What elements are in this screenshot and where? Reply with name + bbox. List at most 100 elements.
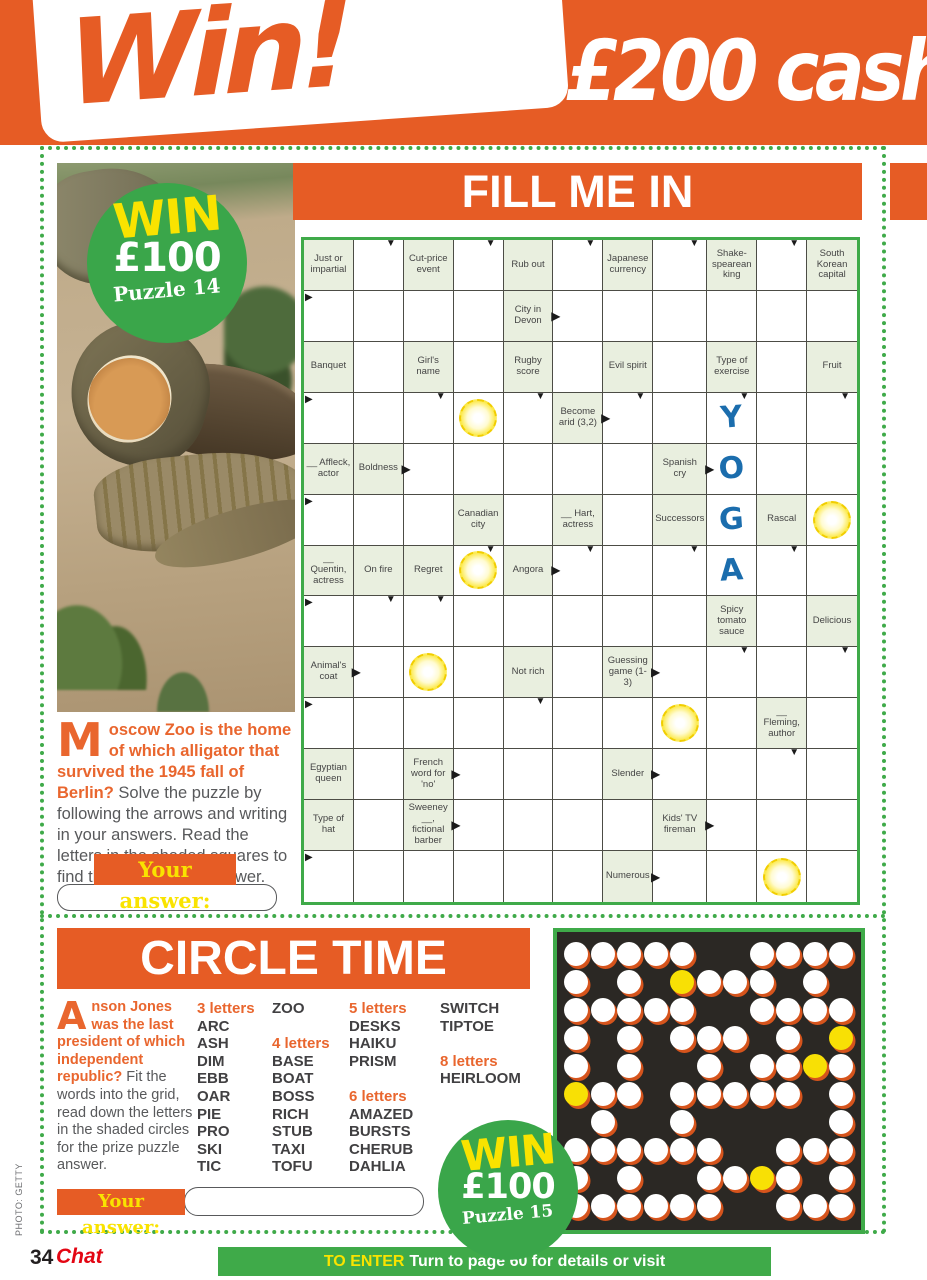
answer-cell[interactable] [503,596,554,648]
answer-cell[interactable] [553,800,604,852]
answer-cell[interactable] [503,494,554,546]
answer-cell[interactable] [757,341,808,393]
answer-cell[interactable] [603,494,654,546]
answer-cell[interactable] [707,749,758,801]
answer-cell[interactable] [653,341,708,393]
answer-cell[interactable] [807,800,857,852]
answer-cell[interactable]: ▼ [503,697,554,750]
answer-cell[interactable] [353,341,404,393]
shaded-sun-cell[interactable] [653,698,708,750]
answer-cell[interactable] [653,647,708,699]
answer-cell[interactable] [453,800,504,852]
answer-cell[interactable] [453,647,504,699]
answer-cell[interactable] [354,851,404,902]
answer-cell[interactable] [757,596,808,648]
answer-cell[interactable] [504,851,554,902]
answer-cell[interactable] [553,851,604,902]
answer-cell[interactable] [603,290,654,342]
answer-cell[interactable]: ▼ [553,544,604,597]
answer-cell[interactable] [353,800,404,852]
answer-cell[interactable]: ▼ [503,391,554,444]
answer-cell[interactable] [403,290,454,342]
answer-cell[interactable]: ▼ [757,239,808,291]
answer-cell[interactable] [653,749,708,801]
answer-cell[interactable]: ▼ [353,595,404,648]
answer-cell[interactable]: ▼ [653,544,708,597]
answer-cell[interactable] [553,341,604,393]
shaded-sun-cell[interactable] [453,392,504,444]
answer-cell[interactable]: ▶ [304,698,354,750]
answer-cell[interactable] [404,851,454,902]
handwritten-letter-cell[interactable]: A [707,545,758,597]
shaded-sun-cell[interactable] [807,495,857,546]
handwritten-letter-cell[interactable]: G [707,494,758,546]
answer-cell[interactable]: ▼ [453,239,504,291]
answer-cell[interactable] [503,443,554,495]
answer-cell[interactable]: ▼ [807,391,857,444]
answer-cell[interactable] [757,392,808,444]
answer-cell[interactable]: ▶ [304,596,354,648]
answer-cell[interactable] [603,698,654,750]
answer-cell[interactable] [807,698,857,750]
answer-cell[interactable] [353,749,404,801]
answer-cell[interactable] [553,698,604,750]
answer-cell[interactable] [603,800,654,852]
answer-cell[interactable] [807,749,857,801]
answer-cell[interactable] [757,290,808,342]
answer-cell[interactable] [453,290,504,342]
answer-cell[interactable] [707,698,758,750]
answer-cell[interactable] [353,647,404,699]
answer-cell[interactable] [707,800,758,852]
answer-cell[interactable]: ▼ [757,748,808,801]
answer-cell[interactable] [454,851,504,902]
answer-cell[interactable] [707,290,758,342]
answer-cell[interactable]: ▼ [807,646,857,699]
shaded-sun-cell[interactable] [757,851,808,902]
answer-cell[interactable]: ▶ [304,851,354,902]
answer-cell[interactable] [653,392,708,444]
answer-cell[interactable]: ▼ [653,239,708,291]
answer-cell[interactable] [403,443,454,495]
answer-cell[interactable] [353,494,404,546]
answer-cell[interactable] [553,290,604,342]
answer-cell[interactable] [653,596,708,648]
answer-cell[interactable] [453,596,504,648]
answer-cell[interactable] [503,800,554,852]
answer-cell[interactable] [653,851,708,902]
answer-cell[interactable] [553,749,604,801]
answer-cell[interactable]: ▼ [353,239,404,291]
answer-cell[interactable] [353,392,404,444]
answer-cell[interactable] [553,443,604,495]
answer-cell[interactable] [403,698,454,750]
answer-cell[interactable]: ▼ [707,646,758,699]
answer-cell[interactable]: ▶ [304,392,354,444]
answer-cell[interactable] [653,290,708,342]
puzzle15-answer-input[interactable] [184,1187,424,1216]
shaded-sun-cell[interactable]: ▼ [453,544,504,597]
answer-cell[interactable]: ▼ [553,239,604,291]
answer-cell[interactable] [553,596,604,648]
answer-cell[interactable]: ▼ [757,544,808,597]
answer-cell[interactable] [403,494,454,546]
answer-cell[interactable]: ▶ [304,494,354,546]
answer-cell[interactable] [453,749,504,801]
answer-cell[interactable] [453,341,504,393]
answer-cell[interactable] [757,443,808,495]
answer-cell[interactable] [707,851,758,902]
answer-cell[interactable] [453,698,504,750]
answer-cell[interactable] [553,647,604,699]
answer-cell[interactable] [503,749,554,801]
answer-cell[interactable]: ▼ [403,391,454,444]
answer-cell[interactable] [807,546,857,597]
shaded-sun-cell[interactable] [403,647,454,699]
answer-cell[interactable]: ▼ [603,391,654,444]
answer-cell[interactable] [603,545,654,597]
answer-cell[interactable] [603,443,654,495]
answer-cell[interactable] [353,698,404,750]
answer-cell[interactable]: ▼ [403,595,454,648]
answer-cell[interactable] [757,800,808,852]
answer-cell[interactable]: ▶ [304,290,354,342]
answer-cell[interactable] [807,444,857,495]
answer-cell[interactable] [757,647,808,699]
answer-cell[interactable] [603,596,654,648]
